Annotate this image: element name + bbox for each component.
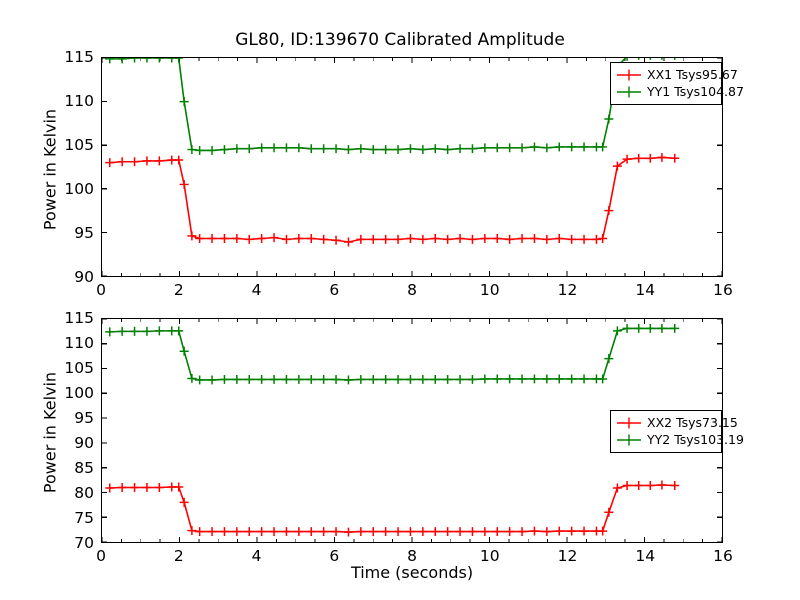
x-tick-label: 2 xyxy=(173,547,184,565)
x-tick-label: 8 xyxy=(407,281,417,299)
legend-label-xx1: XX1 Tsys95.67 xyxy=(647,67,738,82)
x-tick-label: 10 xyxy=(479,281,500,299)
x-tick-label: 6 xyxy=(329,547,340,565)
y-tick-labels-top: 90 95 100 105 110 115 xyxy=(38,48,94,286)
legend-item: XX2 Tsys73.15 xyxy=(616,414,738,431)
y-tick-label: 85 xyxy=(74,459,94,477)
x-tick-label: 12 xyxy=(557,281,578,299)
x-tick-label: 10 xyxy=(479,547,500,565)
plot-canvas-top xyxy=(102,58,722,276)
legend-top: XX1 Tsys95.67 YY1 Tsys104.87 xyxy=(610,62,744,105)
legend-marker-xx2-icon xyxy=(617,417,641,428)
y-tick-label: 95 xyxy=(74,409,94,427)
y-tick-label: 115 xyxy=(64,309,94,327)
y-axis-title-bottom: Power in Kelvin xyxy=(40,371,60,494)
y-tick-label: 70 xyxy=(74,534,94,552)
x-tick-label: 16 xyxy=(713,281,733,299)
y-tick-label: 75 xyxy=(74,509,94,527)
page-title: GL80, ID:139670 Calibrated Amplitude xyxy=(235,30,565,50)
legend-marker-xx1-icon xyxy=(617,69,641,80)
y-tick-label: 110 xyxy=(64,334,94,352)
y-tick-label: 100 xyxy=(64,384,94,402)
legend-item: YY1 Tsys104.87 xyxy=(616,83,744,100)
y-tick-label: 95 xyxy=(74,224,94,242)
x-tick-label: 14 xyxy=(635,547,656,565)
y-tick-label: 90 xyxy=(74,268,94,286)
x-tick-label: 14 xyxy=(635,281,656,299)
y-axis-title-top: Power in Kelvin xyxy=(40,108,60,231)
x-tick-label: 12 xyxy=(557,547,578,565)
x-tick-label: 6 xyxy=(329,281,340,299)
y-tick-label: 115 xyxy=(64,48,94,66)
x-tick-label: 8 xyxy=(407,547,417,565)
legend-item: YY2 Tsys103.19 xyxy=(616,431,744,448)
x-tick-label: 16 xyxy=(713,547,733,565)
legend-label-yy2: YY2 Tsys103.19 xyxy=(647,432,744,447)
legend-marker-yy2-icon xyxy=(617,434,641,445)
y-tick-labels-bottom: 70 75 80 85 90 95 100 105 110 115 xyxy=(38,309,94,552)
x-tick-labels-bottom: 0 2 4 6 8 10 12 14 16 xyxy=(96,547,733,571)
y-tick-label: 100 xyxy=(64,180,94,198)
legend-marker-yy1-icon xyxy=(617,86,641,97)
x-tick-label: 0 xyxy=(96,547,106,565)
legend-bottom: XX2 Tsys73.15 YY2 Tsys103.19 xyxy=(610,410,744,453)
y-tick-label: 80 xyxy=(74,484,94,502)
x-tick-label: 0 xyxy=(96,281,106,299)
y-tick-label: 90 xyxy=(74,434,94,452)
x-axis-title: Time (seconds) xyxy=(350,563,474,582)
x-tick-label: 2 xyxy=(173,281,184,299)
plot-canvas-bottom xyxy=(102,319,722,542)
x-tick-label: 4 xyxy=(251,547,262,565)
x-tick-label: 4 xyxy=(251,281,262,299)
legend-label-yy1: YY1 Tsys104.87 xyxy=(647,84,744,99)
legend-label-xx2: XX2 Tsys73.15 xyxy=(647,415,738,430)
y-tick-label: 110 xyxy=(64,92,94,110)
legend-item: XX1 Tsys95.67 xyxy=(616,66,738,83)
y-tick-label: 105 xyxy=(64,136,94,154)
x-tick-labels-top: 0 2 4 6 8 10 12 14 16 xyxy=(96,281,733,305)
y-tick-label: 105 xyxy=(64,359,94,377)
